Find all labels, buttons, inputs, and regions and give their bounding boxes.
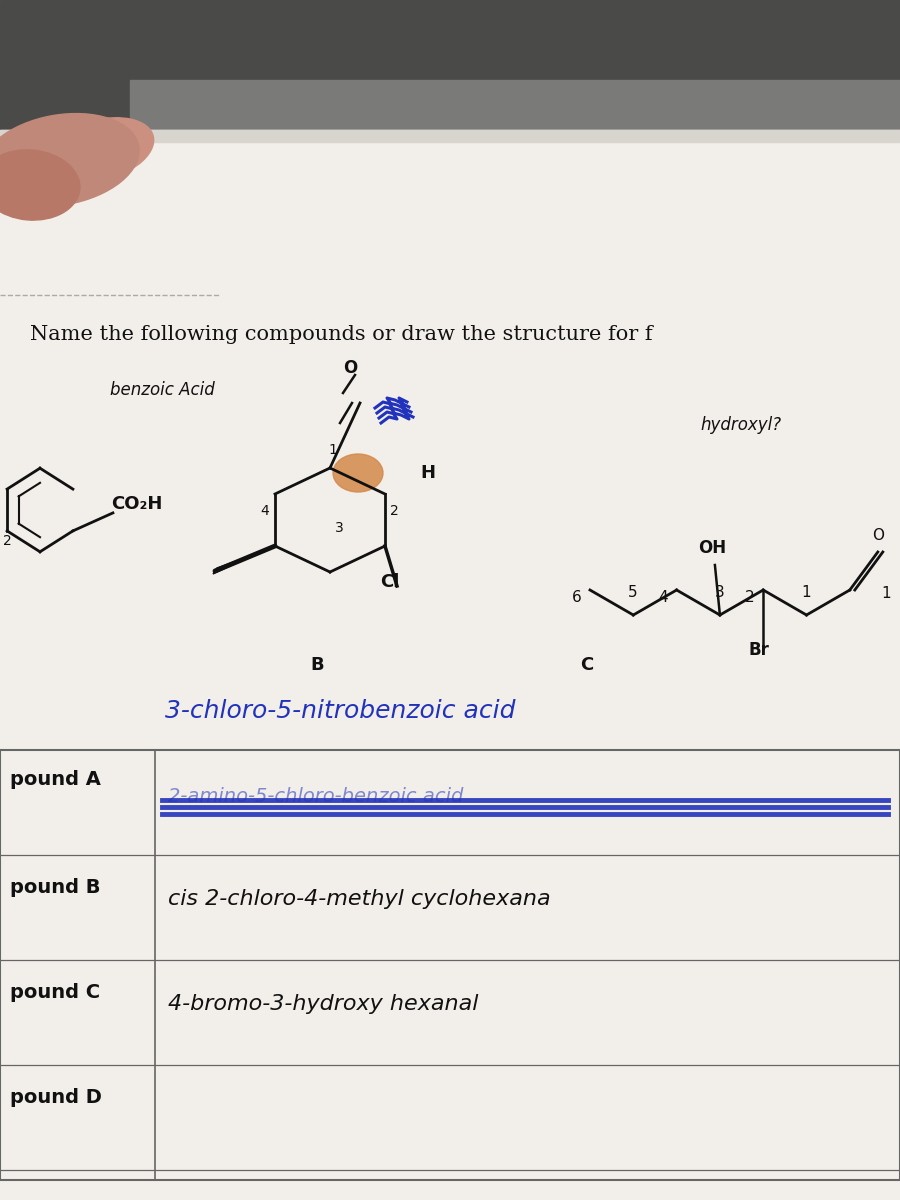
Text: pound D: pound D xyxy=(10,1088,102,1106)
Bar xyxy=(130,80,900,220)
Text: pound B: pound B xyxy=(10,878,101,898)
Text: 1: 1 xyxy=(882,586,891,601)
Text: 3-chloro-5-nitrobenzoic acid: 3-chloro-5-nitrobenzoic acid xyxy=(165,698,516,722)
Text: 4: 4 xyxy=(659,590,668,605)
Text: 2-amino-5-chloro-benzoic acid: 2-amino-5-chloro-benzoic acid xyxy=(168,787,464,806)
Ellipse shape xyxy=(46,118,154,182)
Text: pound A: pound A xyxy=(10,770,101,790)
Text: benzoic Acid: benzoic Acid xyxy=(110,382,215,398)
Bar xyxy=(0,130,900,1200)
Text: CO₂H: CO₂H xyxy=(111,494,162,512)
Text: 2: 2 xyxy=(745,590,755,605)
Ellipse shape xyxy=(333,454,383,492)
Text: 2: 2 xyxy=(390,504,399,518)
Text: cis 2-chloro-4-methyl cyclohexana: cis 2-chloro-4-methyl cyclohexana xyxy=(168,889,551,910)
Text: Br: Br xyxy=(748,641,770,659)
Text: hydroxyl?: hydroxyl? xyxy=(700,416,781,434)
Text: 6: 6 xyxy=(572,590,581,605)
Text: O: O xyxy=(343,359,357,377)
Text: 3: 3 xyxy=(335,521,344,535)
Bar xyxy=(0,130,900,142)
Polygon shape xyxy=(213,546,277,574)
Text: OH: OH xyxy=(698,539,726,557)
Text: Name the following compounds or draw the structure for f: Name the following compounds or draw the… xyxy=(30,325,652,344)
Ellipse shape xyxy=(0,114,140,206)
Bar xyxy=(0,0,900,200)
Text: 2: 2 xyxy=(3,534,12,548)
Text: B: B xyxy=(310,656,324,674)
Text: 4: 4 xyxy=(260,504,269,518)
Bar xyxy=(0,750,900,1180)
Text: 1: 1 xyxy=(328,443,338,457)
Text: 3: 3 xyxy=(715,584,724,600)
Text: H: H xyxy=(420,464,435,482)
Ellipse shape xyxy=(0,150,80,220)
Text: Cl: Cl xyxy=(380,572,400,590)
Text: O: O xyxy=(872,528,884,542)
Text: 4-bromo-3-hydroxy hexanal: 4-bromo-3-hydroxy hexanal xyxy=(168,994,479,1014)
Text: pound C: pound C xyxy=(10,983,100,1002)
Text: 5: 5 xyxy=(628,584,638,600)
Text: 1: 1 xyxy=(802,584,811,600)
Text: C: C xyxy=(580,656,593,674)
